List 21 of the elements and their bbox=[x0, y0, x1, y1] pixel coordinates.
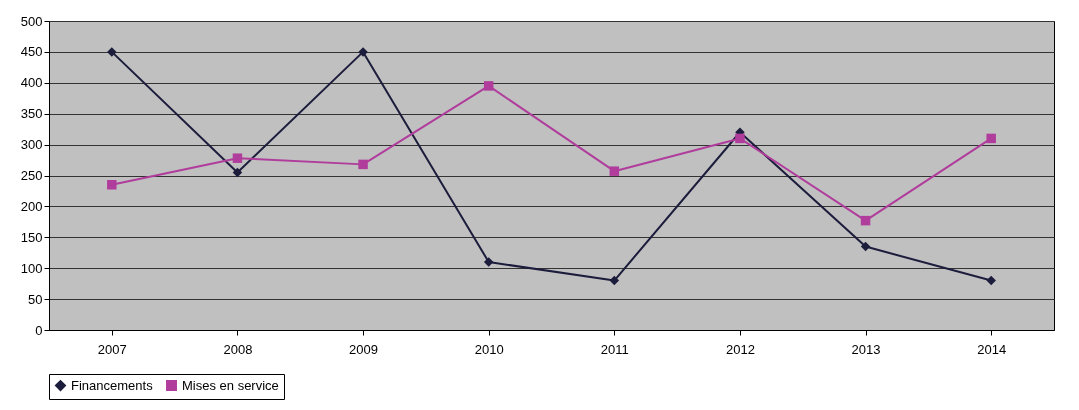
y-tick-label: 300 bbox=[20, 137, 43, 153]
x-tick-label: 2010 bbox=[474, 341, 504, 357]
y-tick-label: 400 bbox=[20, 75, 43, 91]
legend-label: Mises en service bbox=[182, 377, 279, 393]
x-tick-label: 2014 bbox=[977, 341, 1007, 357]
x-tick-label: 2007 bbox=[97, 341, 127, 357]
y-tick-label: 450 bbox=[20, 44, 43, 60]
y-tick-label: 500 bbox=[20, 13, 43, 29]
y-tick-label: 200 bbox=[20, 198, 43, 214]
y-tick-label: 350 bbox=[20, 106, 43, 122]
y-tick-label: 250 bbox=[20, 168, 43, 183]
x-tick-label: 2009 bbox=[349, 341, 379, 357]
x-tick-label: 2013 bbox=[851, 341, 881, 357]
y-tick-label: 0 bbox=[35, 322, 43, 338]
y-tick-label: 100 bbox=[20, 260, 43, 276]
y-tick-label: 50 bbox=[28, 291, 43, 307]
x-tick-label: 2012 bbox=[725, 341, 755, 357]
x-tick-label: 2011 bbox=[600, 341, 629, 357]
y-tick-label: 150 bbox=[20, 229, 43, 245]
legend-label: Financements bbox=[71, 377, 154, 393]
x-tick-label: 2008 bbox=[223, 341, 253, 357]
